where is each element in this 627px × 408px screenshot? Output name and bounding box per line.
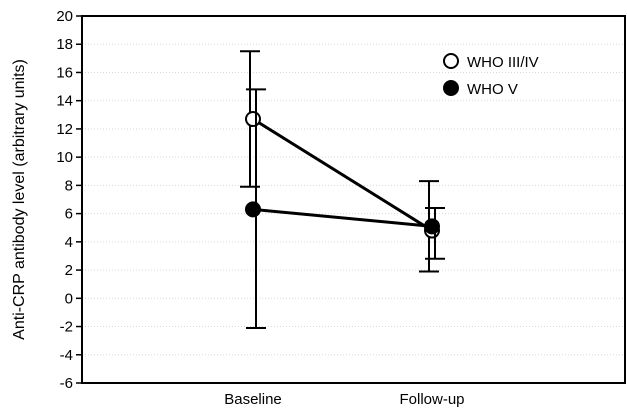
y-tick-label: 18 <box>56 36 73 53</box>
data-point <box>245 201 261 218</box>
y-tick-label: 12 <box>56 121 73 138</box>
data-point <box>424 218 440 235</box>
y-tick-label: 8 <box>65 177 73 194</box>
data-point <box>245 111 261 128</box>
series-who-v <box>245 88 445 329</box>
y-tick-label: -2 <box>60 319 73 336</box>
legend-marker <box>443 80 459 96</box>
series-line <box>252 117 433 232</box>
x-tick-label: Follow-up <box>399 391 464 408</box>
y-tick-label: 20 <box>56 8 73 25</box>
series-who-iii-iv <box>240 50 440 273</box>
y-axis-ticks: -6 -4 -2 0 2 4 6 8 10 12 14 16 18 20 <box>56 8 82 392</box>
legend-marker <box>443 53 459 69</box>
series-layer <box>240 50 445 329</box>
y-axis-title: Anti-CRP antibody level (arbitrary units… <box>11 59 28 340</box>
y-tick-label: -6 <box>60 375 73 392</box>
y-tick-label: 2 <box>65 262 73 279</box>
legend-label: WHO V <box>467 81 518 98</box>
x-axis-tick-labels: Baseline Follow-up <box>224 391 464 408</box>
y-tick-label: -4 <box>60 347 73 364</box>
y-tick-label: 10 <box>56 149 73 166</box>
series-line <box>252 207 433 228</box>
y-tick-label: 4 <box>65 234 73 251</box>
y-tick-label: 0 <box>65 290 73 307</box>
legend-label: WHO III/IV <box>467 54 539 71</box>
plot-frame <box>81 15 626 384</box>
grid-lines <box>82 43 625 356</box>
legend: WHO III/IV WHO V <box>443 53 539 98</box>
x-tick-label: Baseline <box>224 391 282 408</box>
y-tick-label: 16 <box>56 64 73 81</box>
y-tick-label: 6 <box>65 206 73 223</box>
y-tick-label: 14 <box>56 93 73 110</box>
